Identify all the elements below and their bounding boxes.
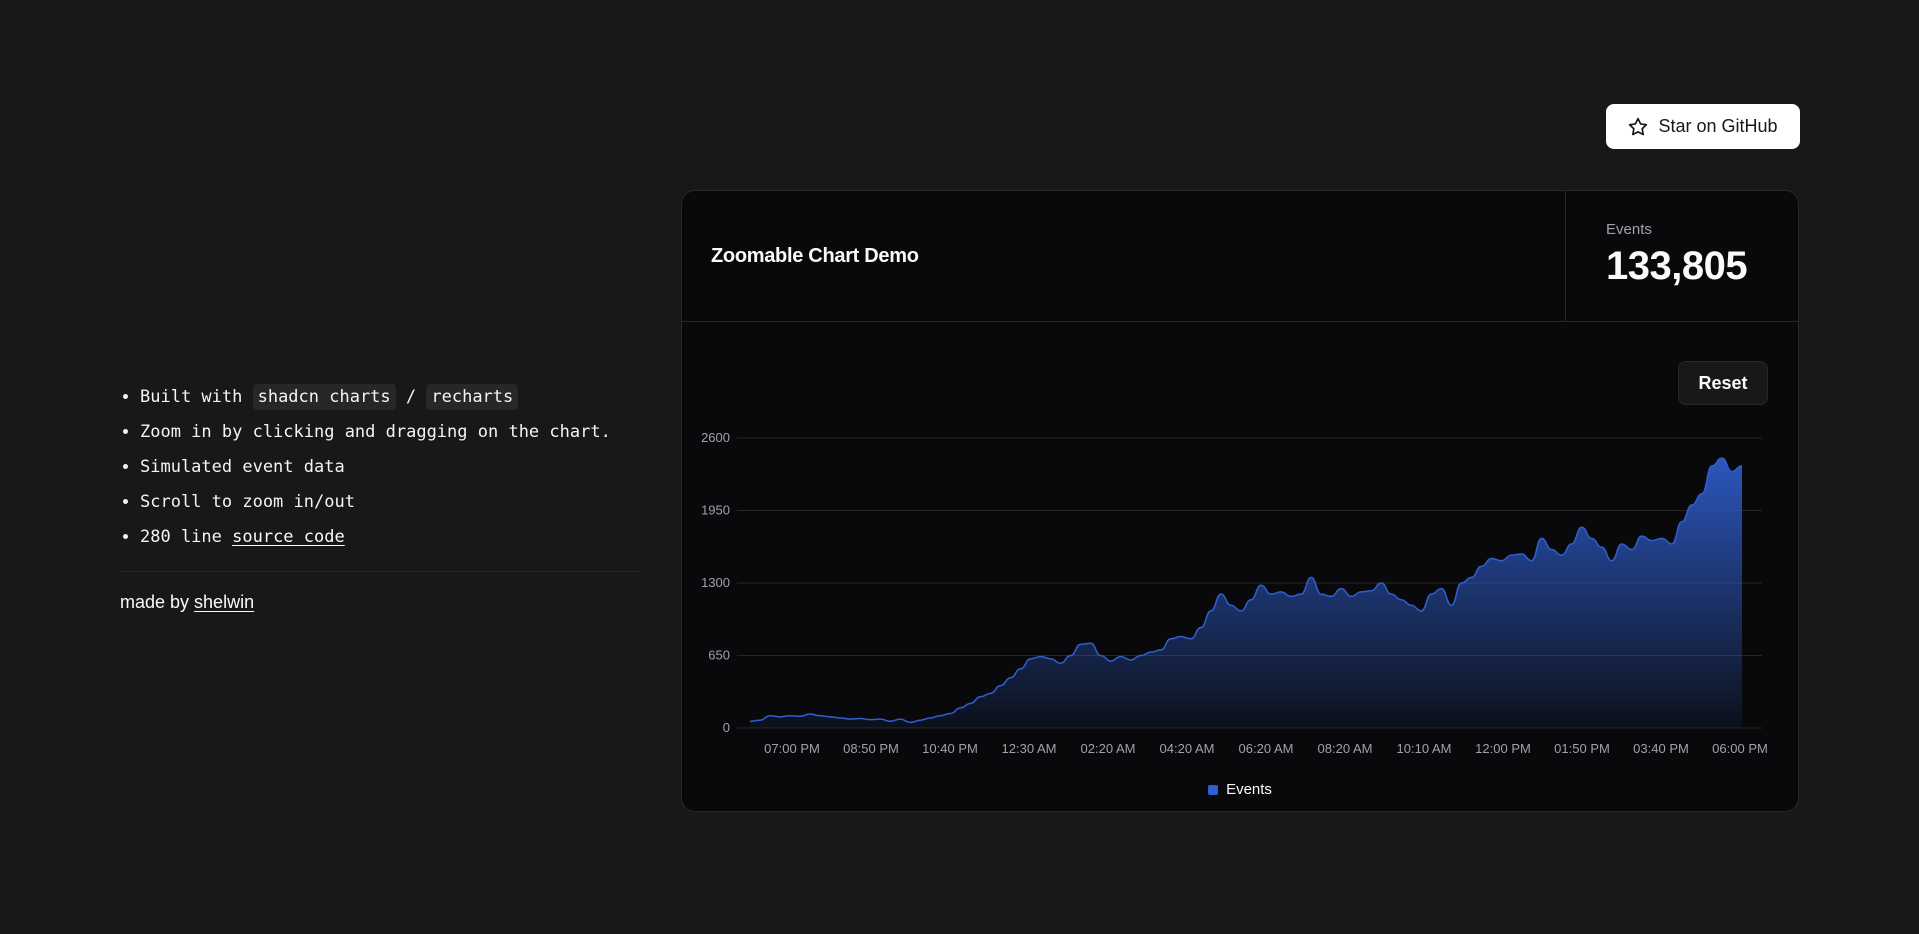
feature-list: Built with shadcn charts / recharts Zoom… bbox=[120, 380, 640, 555]
stat-label: Events bbox=[1606, 221, 1652, 238]
code-shadcn-charts: shadcn charts bbox=[252, 384, 396, 410]
source-code-link[interactable]: source code bbox=[232, 527, 345, 547]
y-tick-label: 1300 bbox=[701, 575, 730, 590]
legend-label: Events bbox=[1226, 781, 1272, 798]
author-link[interactable]: shelwin bbox=[194, 592, 255, 612]
star-on-github-button[interactable]: Star on GitHub bbox=[1606, 104, 1800, 149]
y-tick-label: 0 bbox=[723, 720, 730, 735]
area-chart[interactable]: 0 650 1300 1950 2600 07:00 PM 08:50 PM 10:40 P… bbox=[682, 191, 1798, 811]
legend-swatch bbox=[1208, 784, 1219, 795]
code-recharts: recharts bbox=[426, 384, 519, 410]
y-tick-label: 1950 bbox=[701, 503, 730, 518]
x-tick-label: 12:00 PM bbox=[1475, 741, 1531, 756]
x-tick-label: 01:50 PM bbox=[1554, 741, 1610, 756]
star-icon bbox=[1629, 117, 1648, 135]
feature-item: Zoom in by clicking and dragging on the … bbox=[140, 415, 640, 450]
x-tick-label: 03:40 PM bbox=[1633, 741, 1689, 756]
chart-legend: Events bbox=[682, 781, 1798, 798]
feature-item: Built with shadcn charts / recharts bbox=[140, 380, 640, 415]
x-tick-label: 04:20 AM bbox=[1160, 741, 1215, 756]
card-header: Zoomable Chart Demo Events 133,805 bbox=[682, 191, 1798, 322]
x-tick-label: 10:40 PM bbox=[922, 741, 978, 756]
reset-button[interactable]: Reset bbox=[1678, 361, 1768, 405]
events-area bbox=[750, 458, 1742, 728]
made-by: made by shelwin bbox=[120, 592, 255, 612]
info-panel: Built with shadcn charts / recharts Zoom… bbox=[120, 380, 640, 613]
x-tick-label: 07:00 PM bbox=[764, 741, 820, 756]
github-button-label: Star on GitHub bbox=[1658, 116, 1778, 136]
feature-item: Simulated event data bbox=[140, 450, 640, 485]
x-tick-label: 08:50 PM bbox=[843, 741, 899, 756]
events-stat[interactable]: Events 133,805 bbox=[1565, 191, 1798, 321]
chart-card: Zoomable Chart Demo Events 133,805 Reset… bbox=[681, 190, 1799, 812]
events-line bbox=[749, 457, 1743, 724]
x-tick-label: 10:10 AM bbox=[1397, 741, 1452, 756]
card-title: Zoomable Chart Demo bbox=[711, 244, 919, 267]
divider bbox=[120, 571, 640, 572]
x-tick-label: 12:30 AM bbox=[1002, 741, 1057, 756]
y-tick-label: 650 bbox=[708, 648, 730, 663]
x-tick-label: 06:20 AM bbox=[1239, 741, 1294, 756]
feature-item: Scroll to zoom in/out bbox=[140, 485, 640, 520]
x-tick-label: 02:20 AM bbox=[1081, 741, 1136, 756]
y-tick-label: 2600 bbox=[701, 430, 730, 445]
feature-item: 280 line source code bbox=[140, 520, 640, 555]
x-tick-label: 08:20 AM bbox=[1318, 741, 1373, 756]
stat-value: 133,805 bbox=[1606, 244, 1748, 288]
x-tick-label: 06:00 PM bbox=[1712, 741, 1768, 756]
